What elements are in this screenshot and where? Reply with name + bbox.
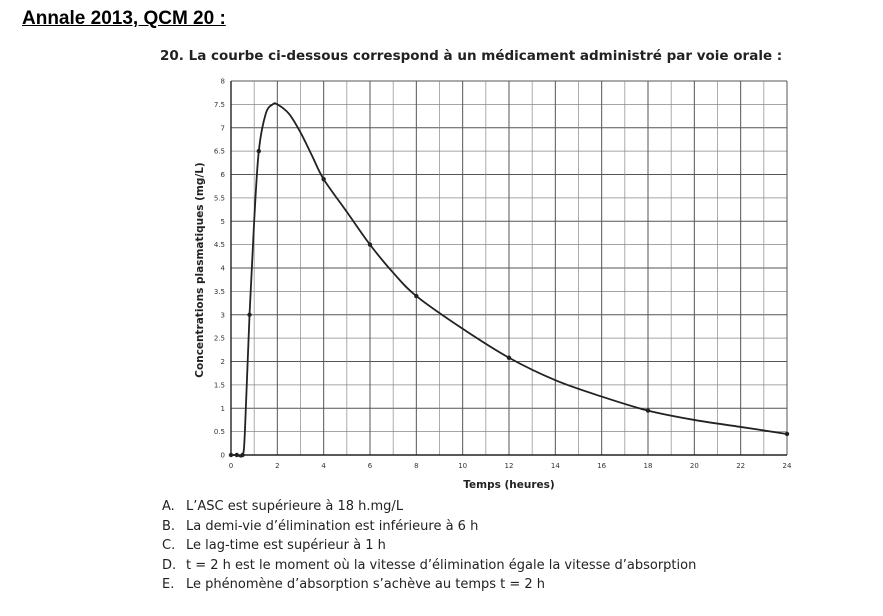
data-markers (228, 148, 790, 458)
y-tick-label: 7.5 (214, 101, 225, 109)
y-tick-label: 3.5 (214, 288, 225, 296)
option-text: t = 2 h est le moment où la vitesse d’él… (186, 557, 697, 573)
x-tick-label: 2 (275, 462, 279, 470)
page-heading: Annale 2013, QCM 20 : (22, 8, 226, 29)
data-point (321, 176, 326, 182)
answer-options: A. L’ASC est supérieure à 18 h.mg/L B. La … (162, 497, 696, 595)
option-letter: B. (162, 518, 176, 534)
x-tick-label: 8 (414, 462, 418, 470)
data-point (645, 408, 651, 413)
data-point (784, 431, 790, 437)
y-tick-label: 3 (221, 311, 225, 319)
y-axis-label: Concentrations plasmatiques (mg/L) (194, 162, 206, 377)
y-tick-label: 4.5 (214, 241, 225, 249)
option-a[interactable]: A. L’ASC est supérieure à 18 h.mg/L (162, 497, 696, 517)
x-tick-label: 14 (551, 462, 560, 470)
y-tick-label: 0 (221, 452, 225, 460)
y-tick-label: 0.5 (214, 428, 225, 436)
x-tick-label: 20 (690, 462, 699, 470)
chart-grid (230, 80, 788, 456)
option-c[interactable]: C. Le lag-time est supérieur à 1 h (162, 536, 696, 556)
x-tick-label: 18 (644, 462, 653, 470)
x-tick-label: 16 (597, 462, 606, 470)
y-tick-label: 6 (221, 171, 226, 179)
data-point (234, 452, 239, 458)
option-text: L’ASC est supérieure à 18 h.mg/L (186, 499, 404, 514)
x-axis-label: Temps (heures) (463, 479, 554, 491)
data-point (414, 293, 419, 299)
data-point (228, 452, 234, 458)
option-letter: D. (162, 557, 177, 573)
option-e[interactable]: E. Le phénomène d’absorption s’achève au … (162, 575, 696, 595)
y-tick-label: 4 (221, 265, 226, 273)
data-point (506, 355, 512, 360)
option-letter: E. (162, 577, 175, 592)
y-tick-label: 7 (221, 124, 225, 132)
x-tick-labels: 0 2 4 6 8 10 12 14 16 18 20 22 24 (229, 462, 792, 470)
y-tick-labels: 0 0.5 1 1.5 2 2.5 3 3.5 4 4.5 5 5.5 6 6.5 7 7.5 8 (214, 78, 226, 460)
x-tick-label: 24 (783, 462, 792, 470)
option-text: Le lag-time est supérieur à 1 h (186, 538, 386, 553)
y-tick-label: 6.5 (214, 148, 225, 156)
y-tick-label: 5.5 (214, 194, 225, 202)
option-b[interactable]: B. La demi-vie d’élimination est inférieu… (162, 517, 696, 537)
x-tick-label: 0 (229, 462, 233, 470)
question-text: 20. La courbe ci-dessous correspond à un… (160, 48, 783, 64)
option-letter: A. (162, 499, 175, 514)
option-text: La demi-vie d’élimination est inférieure… (186, 518, 479, 534)
x-tick-label: 4 (321, 462, 326, 470)
x-tick-label: 6 (368, 462, 373, 470)
data-point (367, 242, 373, 247)
x-tick-label: 22 (736, 462, 745, 470)
option-d[interactable]: D. t = 2 h est le moment où la vitesse d’… (162, 556, 696, 576)
y-tick-label: 2.5 (214, 335, 225, 343)
x-tick-label: 10 (458, 462, 467, 470)
y-tick-label: 2 (221, 358, 225, 366)
data-point (256, 148, 261, 154)
data-point (247, 312, 252, 317)
y-tick-label: 8 (221, 78, 225, 86)
y-tick-label: 1.5 (214, 381, 225, 389)
y-tick-label: 1 (221, 405, 225, 413)
x-tick-label: 12 (505, 462, 514, 470)
data-point (240, 452, 245, 458)
y-tick-label: 5 (221, 218, 225, 226)
option-text: Le phénomène d’absorption s’achève au te… (186, 577, 546, 592)
option-letter: C. (162, 538, 176, 553)
